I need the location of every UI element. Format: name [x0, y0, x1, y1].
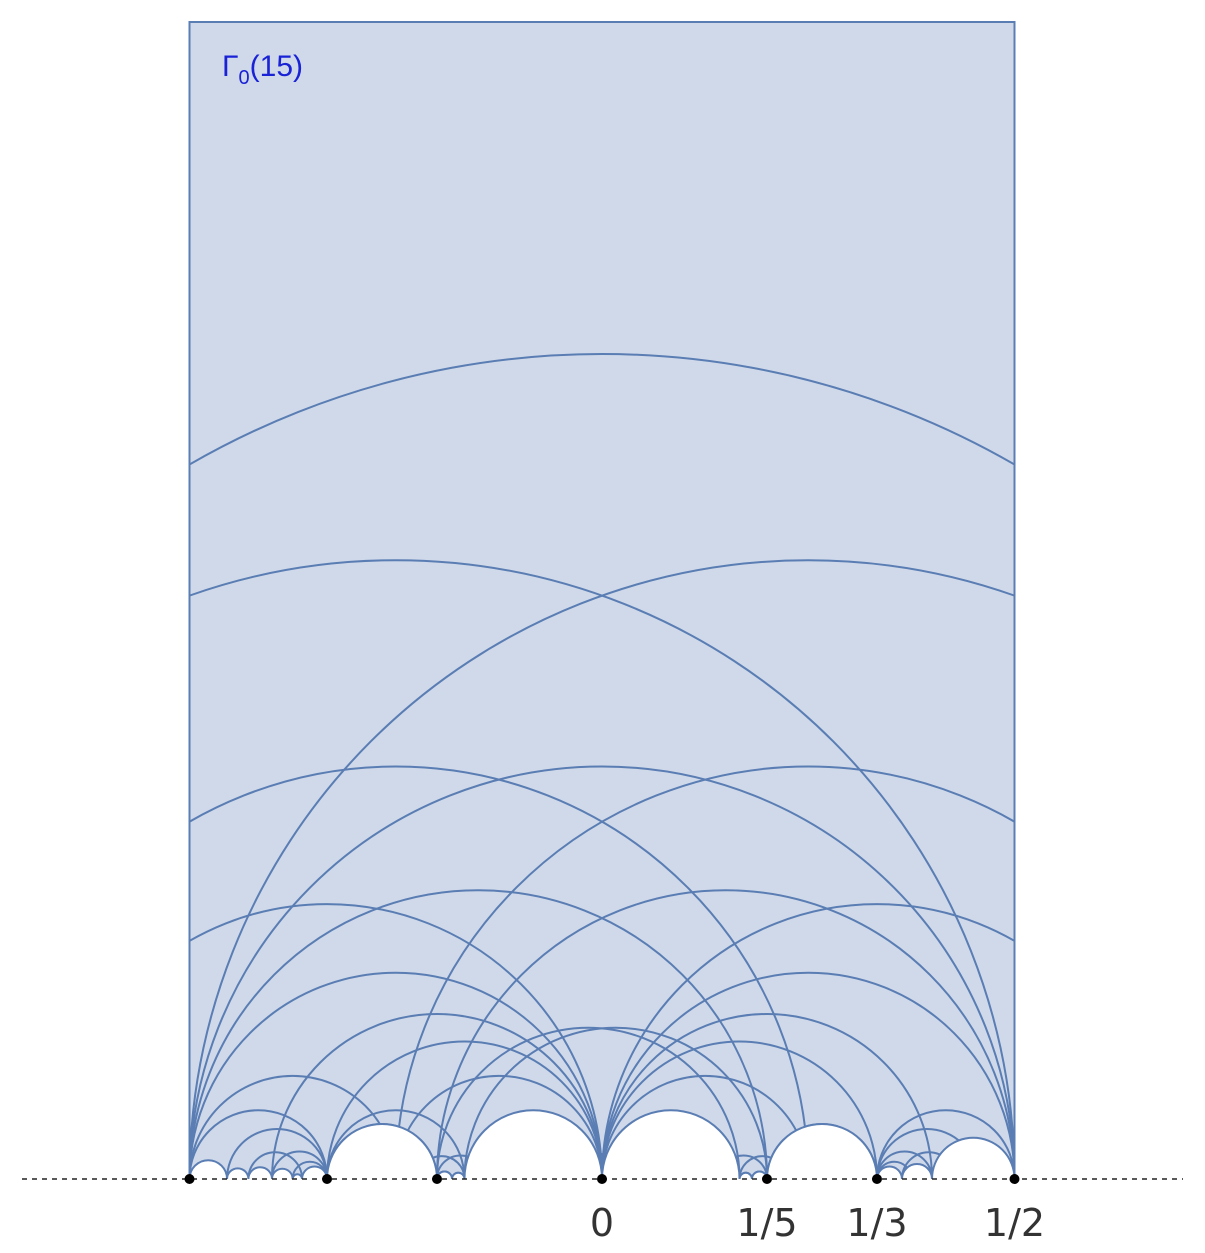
geodesic-arc — [394, 765, 1015, 1179]
axis-labels: 0 1/5 1/3 1/2 — [590, 1201, 1045, 1245]
cusp-point — [1009, 1174, 1020, 1184]
geodesic-arc — [601, 971, 1015, 1179]
geodesic-arc — [189, 765, 810, 1179]
geodesic-arc — [189, 559, 1015, 1179]
fundamental-domain-region — [189, 22, 1015, 1179]
title-symbol: Γ — [222, 50, 239, 83]
fundamental-domain-outline — [188, 21, 1016, 1180]
geodesic-arc — [189, 971, 603, 1179]
title-subscript: 0 — [239, 67, 250, 89]
geodesic-arc — [326, 1040, 603, 1179]
geodesic-arc — [271, 1150, 329, 1179]
geodesic-arc — [189, 903, 603, 1179]
geodesic-arc — [271, 1013, 603, 1179]
cusp-point — [322, 1174, 333, 1184]
title-argument: (15) — [250, 50, 303, 83]
cusp-points — [184, 1174, 1020, 1184]
geodesic-arc — [189, 765, 1015, 1179]
x-tick-label: 1/5 — [736, 1201, 797, 1245]
geodesic-arc — [226, 1128, 329, 1179]
geodesic-arc — [189, 353, 1015, 1179]
geodesic-arc — [247, 1151, 304, 1179]
geodesic-arc — [463, 1027, 768, 1179]
cusp-point — [871, 1174, 882, 1184]
geodesic-arc — [601, 1040, 878, 1179]
cusp-point — [762, 1174, 772, 1184]
cusp-point — [432, 1174, 442, 1184]
x-tick-label: 0 — [590, 1201, 614, 1245]
geodesic-arc — [601, 1013, 933, 1179]
geodesic-arc — [326, 1109, 466, 1179]
geodesic-arc — [436, 889, 1015, 1179]
geodesic-arc — [189, 559, 1015, 1179]
x-tick-label: 1/3 — [846, 1201, 907, 1245]
geodesic-arc — [436, 1026, 741, 1179]
cusp-point — [184, 1174, 195, 1184]
geodesic-arc — [875, 1109, 1015, 1179]
cusp-point — [597, 1174, 607, 1184]
geodesic-arc — [875, 1150, 933, 1179]
group-title: Γ0(15) — [222, 50, 303, 89]
geodesic-arc — [189, 1109, 329, 1179]
geodesic-arc — [601, 903, 1015, 1179]
x-tick-label: 1/2 — [984, 1201, 1045, 1245]
geodesic-arc — [189, 889, 768, 1179]
